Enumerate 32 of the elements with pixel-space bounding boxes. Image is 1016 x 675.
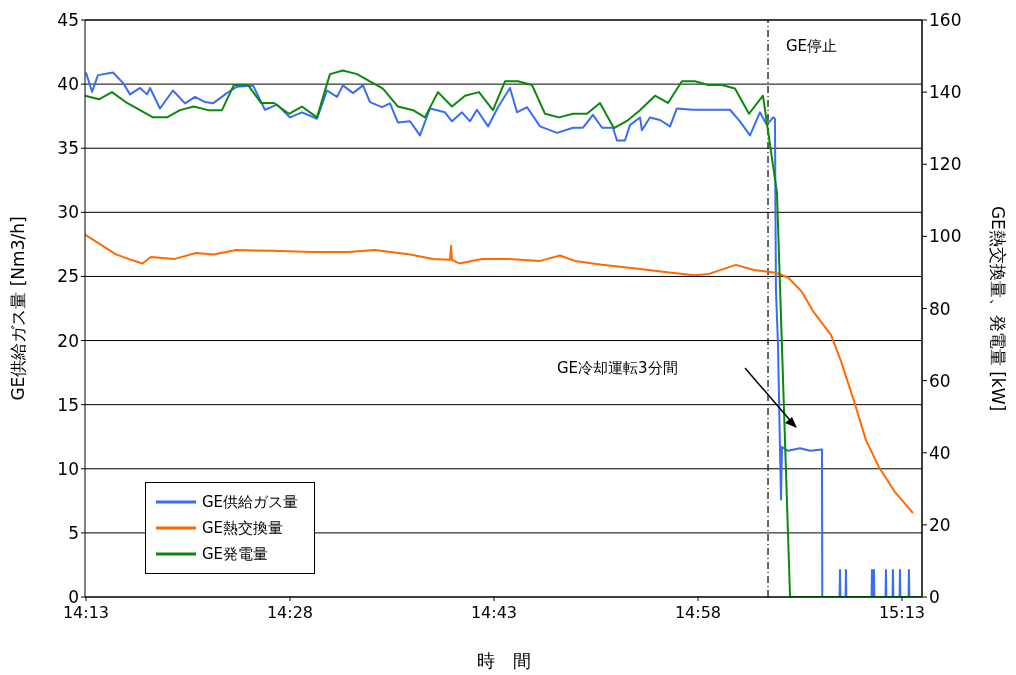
legend-label: GE供給ガス量 xyxy=(202,492,299,512)
legend-label: GE熱交換量 xyxy=(202,518,284,538)
y2-axis-title: GE熱交換量、発電量 [kW] xyxy=(987,205,1008,412)
y2-tick-label: 60 xyxy=(929,370,951,391)
y2-tick-label: 120 xyxy=(929,154,962,175)
y-tick-label: 40 xyxy=(57,74,79,95)
y-tick-label: 45 xyxy=(57,10,79,31)
y-tick-label: 15 xyxy=(57,394,79,415)
y2-tick-label: 20 xyxy=(929,514,951,535)
y-tick-label: 10 xyxy=(57,458,79,479)
y2-tick-label: 160 xyxy=(929,10,962,31)
y2-tick-label: 40 xyxy=(929,442,951,463)
x-axis-title: 時 間 xyxy=(476,650,531,671)
y-tick-label: 30 xyxy=(57,202,79,223)
x-tick-label: 14:13 xyxy=(62,603,110,623)
ref-line-label: GE停止 xyxy=(786,36,838,55)
legend-label: GE発電量 xyxy=(202,544,269,564)
annotation: GE冷却運転3分間 xyxy=(557,359,678,377)
x-tick-label: 15:13 xyxy=(878,603,926,623)
y2-tick-label: 0 xyxy=(929,587,940,608)
x-tick-label: 14:43 xyxy=(470,603,518,623)
y2-tick-label: 80 xyxy=(929,298,951,319)
line-series xyxy=(85,233,914,514)
y-tick-label: 35 xyxy=(57,138,79,159)
y-axis-title: GE供給ガス量 [Nm3/h] xyxy=(8,216,29,401)
x-tick-label: 14:28 xyxy=(266,603,314,623)
x-tick-label: 14:58 xyxy=(674,603,722,623)
y-tick-label: 20 xyxy=(57,330,79,351)
y-tick-label: 5 xyxy=(68,522,79,543)
y2-tick-label: 140 xyxy=(929,82,962,103)
y2-tick-label: 100 xyxy=(929,226,962,247)
y-tick-label: 25 xyxy=(57,266,79,287)
